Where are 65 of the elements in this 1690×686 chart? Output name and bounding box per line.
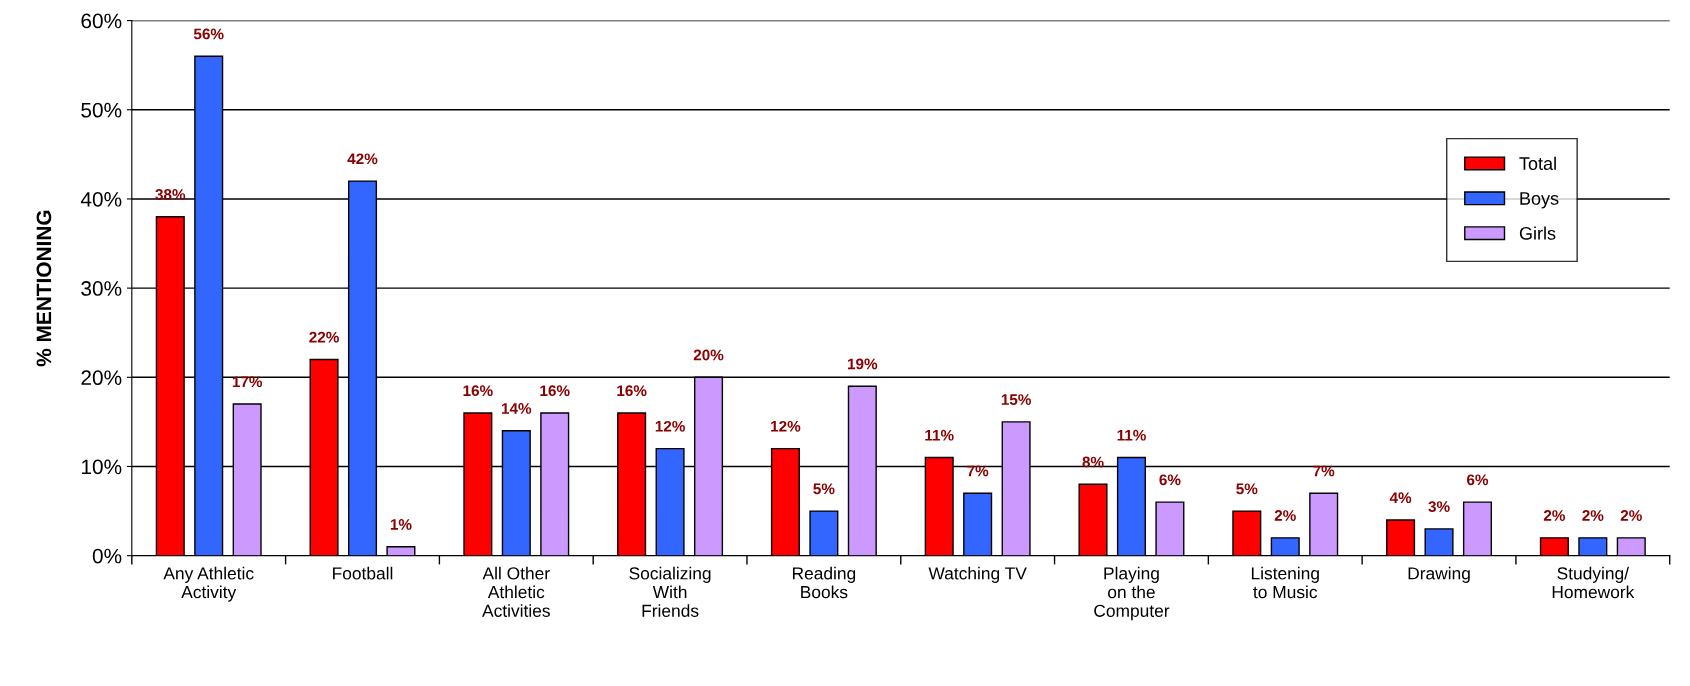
data-label: 1%: [390, 519, 412, 530]
data-label: 38%: [155, 189, 186, 200]
bar: [963, 492, 993, 556]
data-label: 17%: [232, 376, 263, 388]
bar: [1078, 483, 1108, 556]
y-tick-label: 0%: [92, 548, 122, 564]
data-label: 11%: [1117, 429, 1146, 441]
data-label: 12%: [771, 420, 801, 432]
bar: [1424, 528, 1454, 556]
data-label: 2%: [1274, 510, 1296, 521]
data-label: 3%: [1428, 501, 1450, 513]
x-tick-label: Any Athletic Activity: [163, 566, 254, 602]
data-label: 16%: [540, 385, 570, 397]
x-tick-label: Socializing With Friends: [629, 566, 711, 617]
data-label: 7%: [1313, 465, 1335, 477]
x-tick-label: Studying/ Homework: [1552, 566, 1635, 599]
data-label: 4%: [1389, 492, 1412, 504]
data-label: 42%: [347, 153, 378, 165]
data-label: 2%: [1620, 510, 1642, 521]
x-tick-label: Reading Books: [792, 566, 856, 599]
bar: [809, 510, 839, 556]
x-tick-label: Football: [333, 566, 393, 580]
bar: [1578, 537, 1608, 556]
bar: [1232, 510, 1262, 556]
data-label: 56%: [193, 28, 224, 40]
data-label: 11%: [925, 429, 954, 441]
x-tick-label: Watching TV: [928, 566, 1027, 583]
legend-label: Girls: [1519, 226, 1556, 240]
data-label: 14%: [501, 403, 532, 414]
bar: [1309, 492, 1339, 556]
y-tick-label: 20%: [81, 370, 122, 386]
bar: [1155, 501, 1185, 556]
y-tick-label: 60%: [81, 13, 122, 29]
x-tick-label: Listening to Music: [1251, 566, 1319, 599]
data-label: 16%: [617, 385, 647, 397]
y-axis-title: % MENTIONING: [36, 210, 52, 367]
data-label: 22%: [309, 331, 339, 343]
bar: [1539, 537, 1569, 556]
data-label: 5%: [1236, 483, 1258, 495]
data-label: 6%: [1467, 474, 1489, 486]
data-label: 16%: [463, 385, 493, 397]
y-tick-label: 50%: [81, 102, 122, 118]
x-tick-label: Drawing: [1408, 566, 1470, 583]
data-label: 2%: [1582, 510, 1604, 521]
bar: [1270, 537, 1300, 556]
x-tick-label: Playing on the Computer: [1094, 566, 1170, 621]
data-label: 7%: [967, 465, 989, 477]
data-label: 12%: [655, 420, 685, 432]
data-label: 15%: [1001, 394, 1031, 405]
x-tick-label: All Other Athletic Activities: [482, 566, 550, 617]
bar: [1462, 501, 1493, 556]
data-label: 8%: [1082, 456, 1104, 468]
data-label: 20%: [693, 349, 724, 361]
legend-label: Total: [1519, 156, 1556, 170]
data-label: 5%: [813, 483, 835, 495]
y-tick-label: 40%: [80, 191, 122, 207]
bar: [386, 546, 416, 556]
y-tick-label: 10%: [81, 459, 122, 475]
bar: [1386, 519, 1416, 556]
data-label: 6%: [1159, 474, 1181, 486]
bar: [1616, 537, 1646, 556]
data-label: 2%: [1543, 510, 1566, 521]
data-label: 19%: [848, 358, 878, 370]
y-tick-label: 30%: [81, 281, 122, 296]
legend-label: Boys: [1520, 192, 1559, 209]
